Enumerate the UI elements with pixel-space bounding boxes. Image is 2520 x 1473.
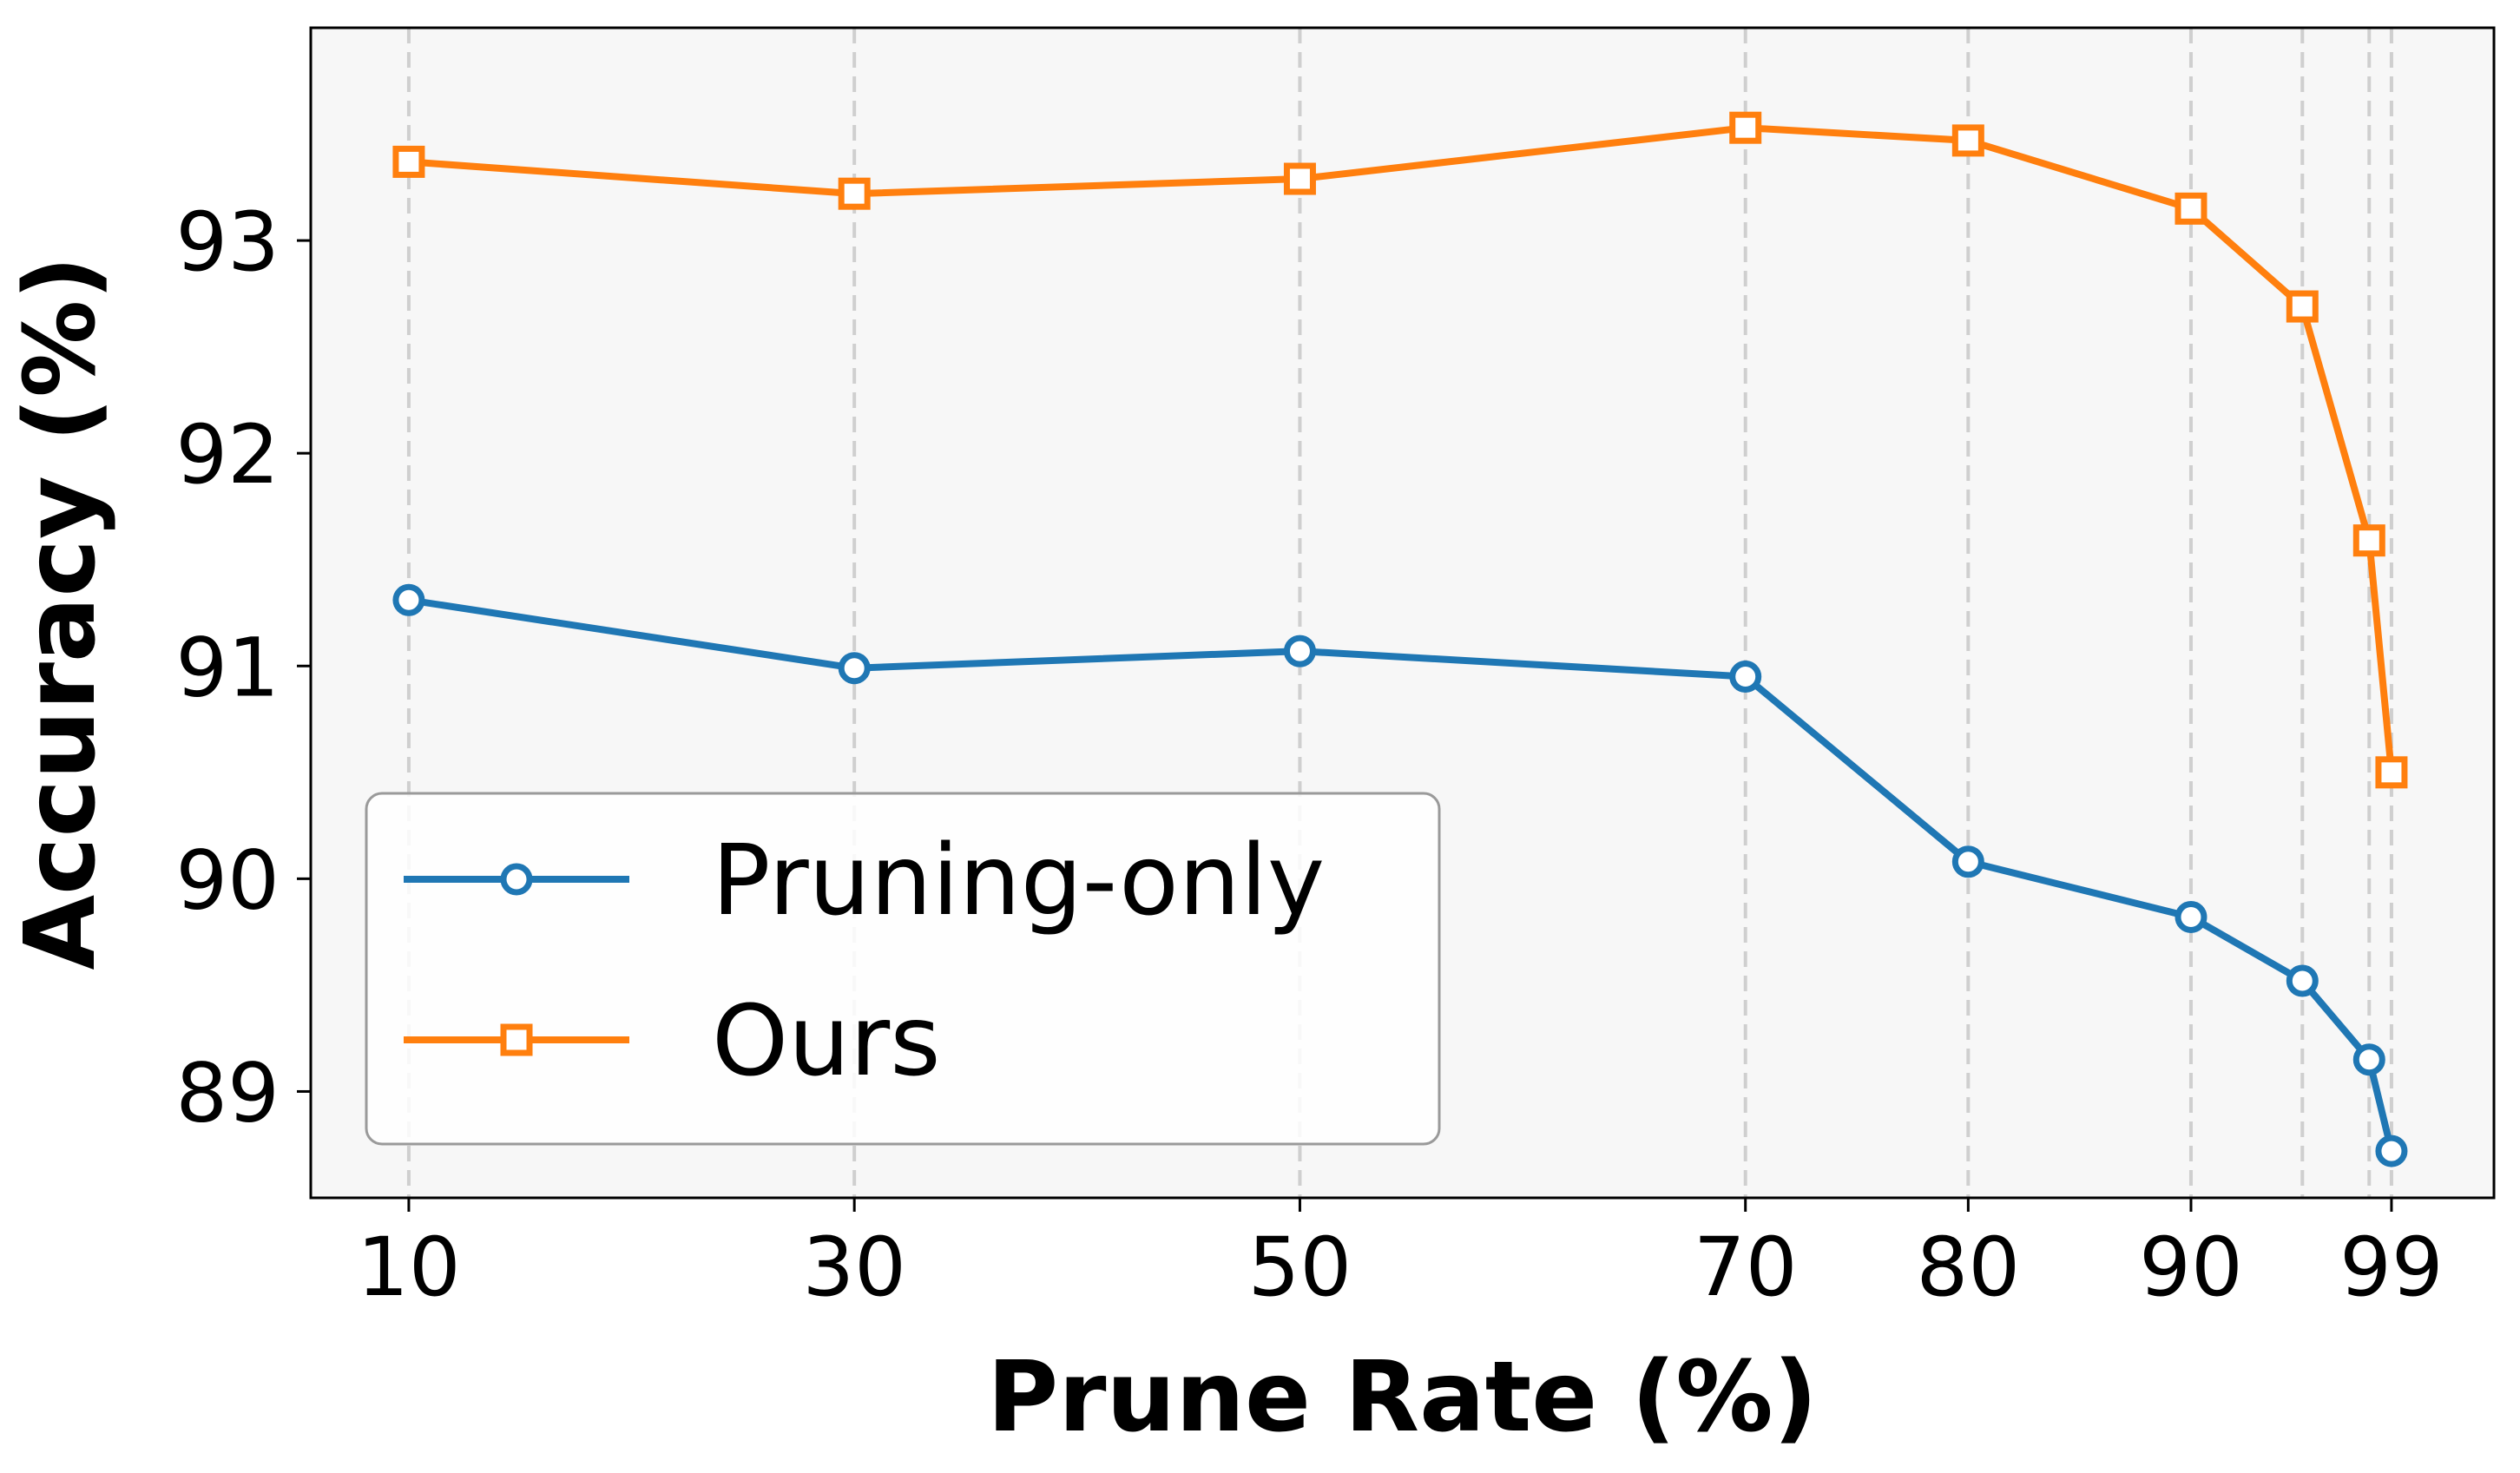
x-axis-title: Prune Rate (%): [987, 1341, 1818, 1454]
data-point: [2175, 900, 2207, 933]
x-tick-label: 70: [1694, 1220, 1798, 1315]
data-point: [1283, 162, 1316, 195]
legend-item-0: Pruning-only: [404, 825, 1325, 937]
series-1: [392, 111, 2408, 789]
legend: Pruning-only Ours: [365, 792, 1441, 1146]
y-tick-label: 90: [175, 833, 280, 928]
x-tick-label: 99: [2339, 1220, 2444, 1315]
y-axis: 89 90 91 92 93: [175, 195, 311, 1141]
y-tick-label: 93: [175, 195, 280, 290]
data-point: [2286, 290, 2319, 323]
data-point: [1729, 661, 1762, 694]
data-point: [2375, 1134, 2408, 1167]
data-point: [392, 583, 425, 616]
legend-label: Ours: [712, 985, 941, 1098]
data-point: [2286, 964, 2319, 997]
data-point: [1729, 111, 1762, 144]
y-axis-title: Accuracy (%): [4, 256, 117, 970]
data-point: [1951, 845, 1984, 878]
x-axis: 10 30 50 70 80 90 99: [357, 1198, 2444, 1315]
data-point: [2352, 524, 2385, 557]
legend-item-1: Ours: [404, 985, 941, 1098]
legend-label: Pruning-only: [712, 825, 1325, 937]
data-point: [392, 145, 425, 178]
data-point: [838, 177, 871, 210]
data-point: [2175, 192, 2207, 225]
x-tick-label: 90: [2139, 1220, 2243, 1315]
data-point: [838, 652, 871, 685]
series-0: [392, 583, 2408, 1167]
legend-marker: [500, 863, 533, 896]
x-tick-label: 50: [1248, 1220, 1352, 1315]
x-tick-label: 30: [802, 1220, 906, 1315]
series-layer: [392, 111, 2408, 1167]
y-tick-label: 89: [175, 1046, 280, 1141]
x-tick-label: 80: [1917, 1220, 2021, 1315]
y-tick-label: 91: [175, 621, 280, 715]
plot-area-frame: [309, 26, 2496, 1200]
legend-marker: [500, 1023, 533, 1056]
data-point: [1951, 124, 1984, 157]
data-point: [1283, 635, 1316, 667]
legend-box: [365, 792, 1441, 1146]
data-point: [2352, 1043, 2385, 1076]
y-tick-label: 92: [175, 408, 280, 503]
x-tick-label: 10: [357, 1220, 461, 1315]
data-point: [2375, 756, 2408, 789]
grid-lines: [406, 28, 2393, 1198]
